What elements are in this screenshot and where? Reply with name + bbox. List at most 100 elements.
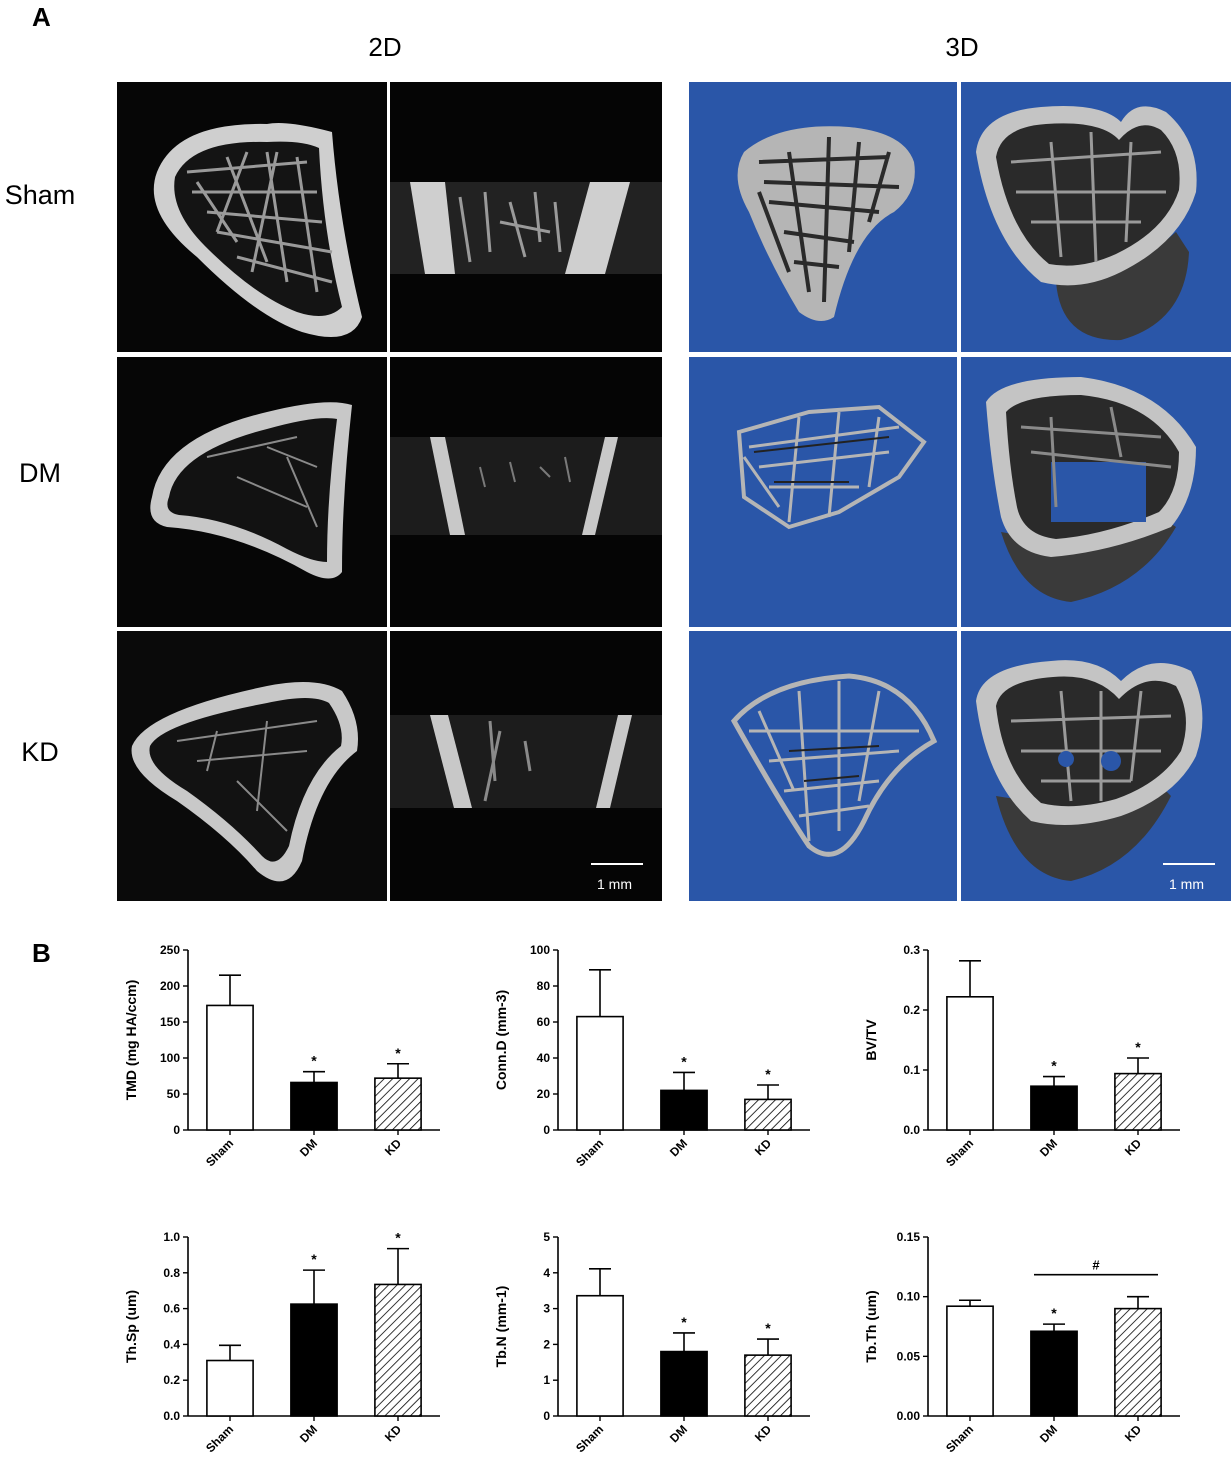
y-tick-label: 5 xyxy=(543,1230,550,1244)
bar-kd xyxy=(1114,1072,1162,1131)
bar-dm xyxy=(290,1081,338,1131)
bar-kd xyxy=(374,1077,422,1131)
y-tick-label: 40 xyxy=(537,1051,551,1065)
column-header-2d: 2D xyxy=(368,32,402,62)
x-tick-label: DM xyxy=(297,1422,320,1445)
render-3d-trabecular-sham xyxy=(689,82,957,352)
y-tick-label: 200 xyxy=(160,979,180,993)
significance-marker: * xyxy=(681,1053,687,1069)
y-axis-label: Conn.D (mm-3) xyxy=(493,990,509,1090)
y-tick-label: 0.15 xyxy=(897,1230,921,1244)
significance-marker: * xyxy=(1051,1305,1057,1321)
y-tick-label: 100 xyxy=(530,943,550,957)
panel-label-b: B xyxy=(32,938,51,968)
x-tick-label: DM xyxy=(667,1136,690,1159)
y-axis-label: Th.Sp (um) xyxy=(123,1290,139,1363)
bar-sham xyxy=(576,1015,624,1131)
bar-kd xyxy=(374,1283,422,1417)
y-tick-label: 0 xyxy=(543,1123,550,1137)
y-tick-label: 4 xyxy=(543,1266,550,1280)
bar-sham xyxy=(206,1004,254,1131)
significance-marker: * xyxy=(311,1053,317,1069)
y-tick-label: 20 xyxy=(537,1087,551,1101)
significance-marker: * xyxy=(681,1314,687,1330)
y-tick-label: 0.4 xyxy=(163,1337,180,1351)
x-tick-label: Sham xyxy=(943,1422,976,1455)
render-3d-section-dm xyxy=(961,357,1231,627)
significance-marker: * xyxy=(395,1230,401,1246)
y-axis-label: BV/TV xyxy=(863,1019,879,1061)
y-tick-label: 0 xyxy=(173,1123,180,1137)
y-tick-label: 0.0 xyxy=(903,1123,920,1137)
scale-bar-2d-label: 1 mm xyxy=(597,876,632,892)
y-tick-label: 0.05 xyxy=(897,1349,921,1363)
bar-dm xyxy=(1030,1330,1078,1417)
bar-sham xyxy=(946,1305,994,1417)
y-tick-label: 0.2 xyxy=(163,1373,180,1387)
panel-label-a: A xyxy=(32,2,51,32)
y-tick-label: 0.6 xyxy=(163,1302,180,1316)
chart-tb-th: 0.00 0.05 0.10 0.15 Tb.Th (um) Sham * DM KD # xyxy=(860,1222,1190,1461)
significance-marker: * xyxy=(765,1320,771,1336)
x-tick-label: KD xyxy=(382,1422,404,1444)
ct-2d-cross-section-sham xyxy=(117,82,387,352)
ct-2d-longitudinal-dm xyxy=(390,357,662,627)
y-tick-label: 250 xyxy=(160,943,180,957)
y-tick-label: 0.1 xyxy=(903,1063,920,1077)
y-tick-label: 50 xyxy=(167,1087,181,1101)
x-tick-label: KD xyxy=(1122,1136,1144,1158)
render-3d-trabecular-dm xyxy=(689,357,957,627)
render-3d-section-kd: 1 mm xyxy=(961,631,1231,901)
row-label-sham: Sham xyxy=(4,180,76,210)
column-header-3d: 3D xyxy=(945,32,979,62)
bar-sham xyxy=(206,1359,254,1417)
y-axis-label: Tb.N (mm-1) xyxy=(493,1286,509,1368)
x-tick-label: KD xyxy=(752,1136,774,1158)
x-tick-label: Sham xyxy=(203,1422,236,1455)
chart-tb-n: 0 1 2 3 4 5 Tb.N (mm-1) Sham * DM * KD xyxy=(490,1222,820,1461)
x-tick-label: KD xyxy=(1122,1422,1144,1444)
chart-tmd: 0 50 100 150 200 250 TMD (mg HA/ccm) Sham * DM * KD xyxy=(120,935,450,1175)
render-3d-trabecular-kd xyxy=(689,631,957,901)
x-tick-label: Sham xyxy=(943,1136,976,1169)
x-tick-label: Sham xyxy=(573,1136,606,1169)
x-tick-label: DM xyxy=(667,1422,690,1445)
y-tick-label: 0.3 xyxy=(903,943,920,957)
y-tick-label: 100 xyxy=(160,1051,180,1065)
scale-bar-2d xyxy=(591,863,643,865)
y-tick-label: 0.00 xyxy=(897,1409,921,1423)
x-tick-label: DM xyxy=(297,1136,320,1159)
ct-2d-cross-section-kd xyxy=(117,631,387,901)
bar-dm xyxy=(660,1350,708,1417)
y-tick-label: 0.2 xyxy=(903,1003,920,1017)
y-tick-label: 1.0 xyxy=(163,1230,180,1244)
y-axis-label: TMD (mg HA/ccm) xyxy=(123,980,139,1101)
bar-sham xyxy=(946,995,994,1131)
y-tick-label: 0.8 xyxy=(163,1266,180,1280)
y-tick-label: 80 xyxy=(537,979,551,993)
chart-conn-d: 0 20 40 60 80 100 Conn.D (mm-3) Sham * DM * KD xyxy=(490,935,820,1175)
y-axis-label: Tb.Th (um) xyxy=(863,1290,879,1362)
x-tick-label: DM xyxy=(1037,1422,1060,1445)
ct-2d-cross-section-dm xyxy=(117,357,387,627)
bar-dm xyxy=(1030,1085,1078,1131)
chart-th-sp: 0.0 0.2 0.4 0.6 0.8 1.0 Th.Sp (um) Sham * DM * KD xyxy=(120,1222,450,1461)
y-tick-label: 2 xyxy=(543,1337,550,1351)
bar-sham xyxy=(576,1294,624,1417)
y-tick-label: 0.10 xyxy=(897,1290,921,1304)
comparison-label: # xyxy=(1092,1258,1100,1273)
ct-2d-longitudinal-kd: 1 mm xyxy=(390,631,662,901)
y-tick-label: 60 xyxy=(537,1015,551,1029)
chart-bv-tv: 0.0 0.1 0.2 0.3 BV/TV Sham * DM * KD xyxy=(860,935,1190,1175)
row-label-dm: DM xyxy=(19,458,61,488)
render-3d-section-sham xyxy=(961,82,1231,352)
x-tick-label: Sham xyxy=(573,1422,606,1455)
ct-2d-longitudinal-sham xyxy=(390,82,662,352)
significance-marker: * xyxy=(1135,1039,1141,1055)
x-tick-label: KD xyxy=(752,1422,774,1444)
x-tick-label: KD xyxy=(382,1136,404,1158)
y-tick-label: 3 xyxy=(543,1302,550,1316)
y-tick-label: 0 xyxy=(543,1409,550,1423)
bar-dm xyxy=(660,1089,708,1131)
x-tick-label: DM xyxy=(1037,1136,1060,1159)
